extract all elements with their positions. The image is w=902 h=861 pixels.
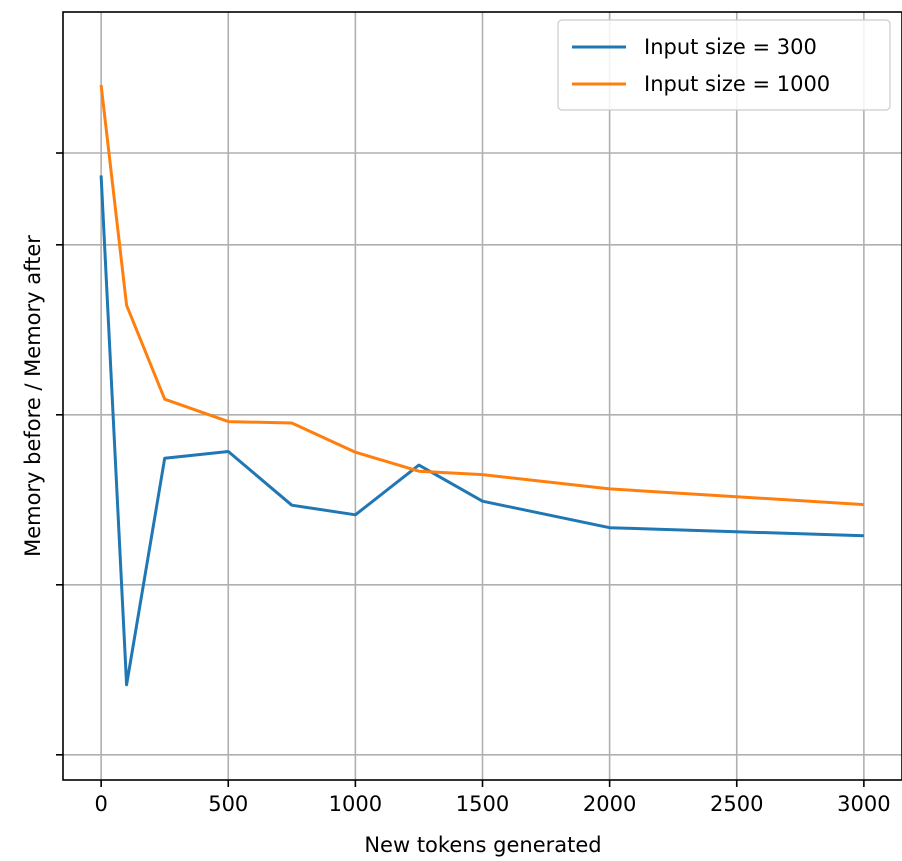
- x-tick-label: 2500: [710, 792, 763, 816]
- legend-label-2: Input size = 1000: [644, 72, 830, 96]
- series-line-2: [99, 84, 864, 507]
- x-axis-label: New tokens generated: [364, 833, 601, 857]
- legend: Input size = 300 Input size = 1000: [557, 19, 891, 111]
- x-axis: 0 500 1000 1500 2000 2500 3000: [94, 780, 891, 816]
- series-lines: [99, 84, 864, 687]
- x-tick-label: 2000: [583, 792, 636, 816]
- legend-label-1: Input size = 300: [644, 35, 817, 59]
- x-tick-label: 1000: [329, 792, 382, 816]
- gridlines: [63, 12, 902, 780]
- y-axis: [56, 152, 63, 756]
- x-tick-label: 3000: [837, 792, 890, 816]
- x-tick-label: 500: [208, 792, 248, 816]
- y-axis-label: Memory before / Memory after: [21, 235, 45, 557]
- series-line-1: [99, 175, 864, 687]
- x-tick-label: 1500: [456, 792, 509, 816]
- x-tick-label: 0: [94, 792, 107, 816]
- legend-box: [557, 19, 891, 111]
